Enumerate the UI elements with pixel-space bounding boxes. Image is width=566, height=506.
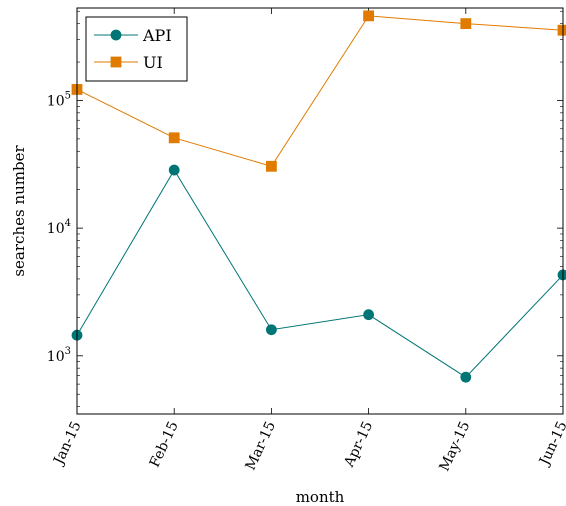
data-point-ui [265,160,277,172]
x-tick-label: Mar-15 [243,419,279,473]
legend-marker-api [110,29,122,41]
data-point-api [460,371,472,383]
x-tick-label: Apr-15 [341,419,376,470]
y-axis-title: searches number [10,145,28,277]
series-api [71,164,566,383]
y-tick-label: 103 [47,346,71,365]
data-point-ui [557,24,566,36]
series-line-api [76,169,564,378]
legend-box [85,16,188,82]
data-point-ui [363,10,375,22]
legend-label-api: API [142,26,172,45]
legend: API UI [85,16,188,82]
legend-item-ui: UI [94,53,163,72]
x-tick-labels: Jan-15 Feb-15 Mar-15 Apr-15 May-15 Jun-15 [50,419,566,474]
y-tick-labels: 103 104 105 [47,90,71,364]
legend-item-api: API [94,26,172,45]
legend-marker-ui [110,56,122,68]
x-tick-label: May-15 [436,419,473,474]
data-point-ui [168,132,180,144]
x-tick-label: Jun-15 [536,419,566,469]
series-line-ui [76,15,564,167]
data-point-ui [460,18,472,30]
y-tick-label: 104 [47,218,71,237]
data-point-api [557,269,566,281]
data-point-api [168,164,180,176]
legend-label-ui: UI [143,53,163,72]
x-tick-label: Jan-15 [50,419,85,469]
data-point-api [363,309,375,321]
data-point-api [265,324,277,336]
x-axis-title: month [296,488,345,506]
x-tick-label: Feb-15 [147,419,182,470]
plot-frame [76,7,564,415]
y-tick-label: 105 [47,90,71,109]
